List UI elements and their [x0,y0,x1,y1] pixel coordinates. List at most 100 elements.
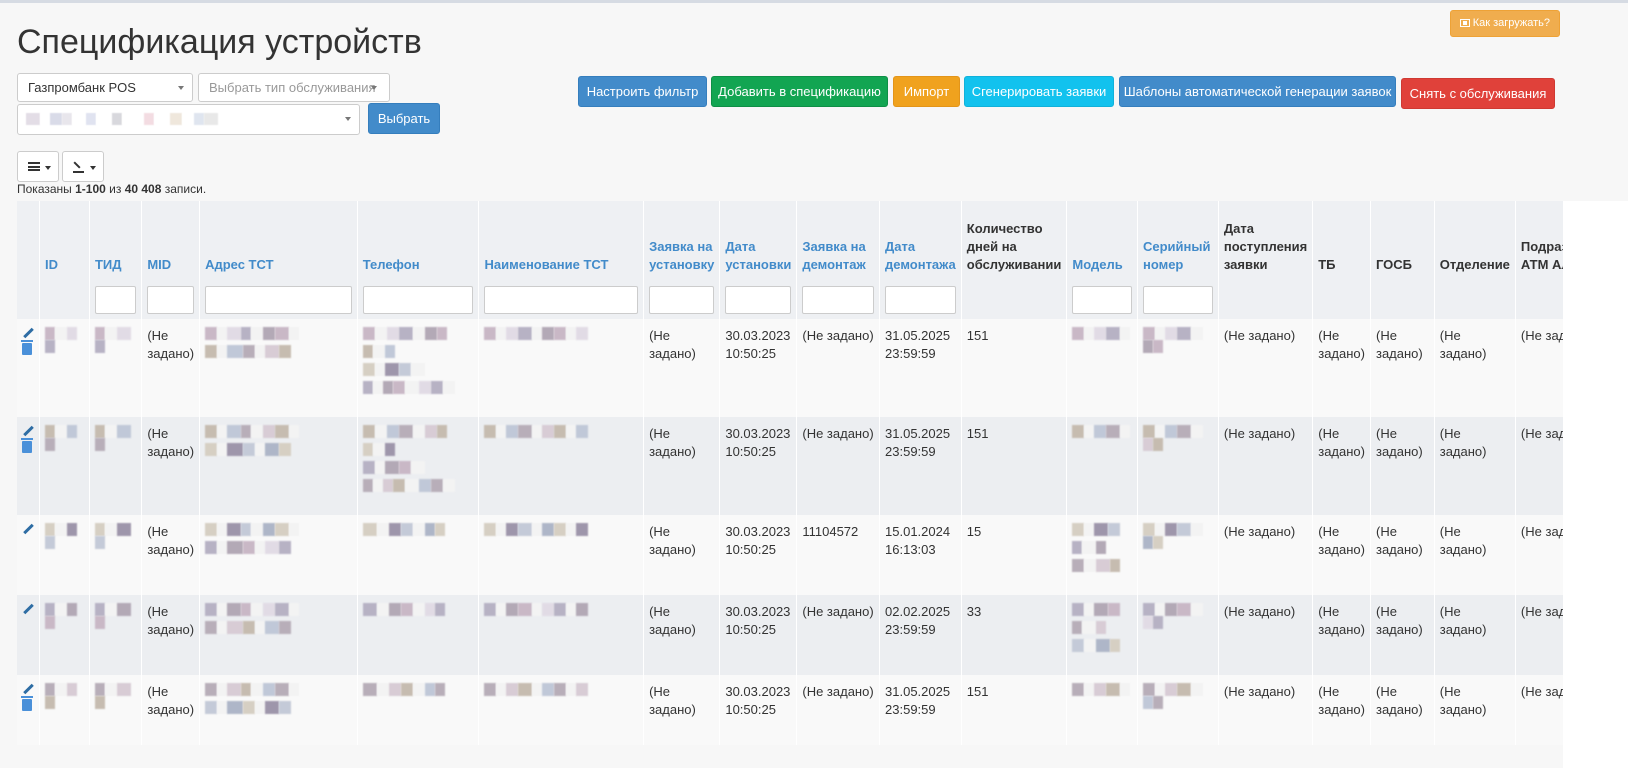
cell-tb: (Не задано) [1312,595,1371,675]
cell-dismantle-date: 31.05.2025 23:59:59 [879,319,962,417]
add-to-spec-button[interactable]: Добавить в спецификацию [711,76,888,107]
cell-id [39,417,90,515]
columns-menu-button[interactable] [17,151,59,182]
cell-days: 33 [961,595,1068,675]
pencil-icon[interactable] [22,425,34,437]
install-date-filter-input[interactable] [725,286,792,314]
cell-tb: (Не задано) [1312,319,1371,417]
cell-id [39,595,90,675]
trash-icon[interactable] [21,340,33,355]
auto-templates-button[interactable]: Шаблоны автоматической генерации заявок [1119,76,1396,107]
service-type-select[interactable]: Выбрать тип обслуживания [198,73,390,102]
cell-install-date: 30.03.2023 10:50:25 [719,319,798,417]
cell-address [199,417,358,515]
top-border [0,0,1628,3]
redacted-text [94,523,136,549]
summary-range: 1-100 [75,182,106,196]
header-address[interactable]: Адрес ТСТ [199,201,358,281]
cell-gosb: (Не задано) [1370,515,1435,595]
redacted-text [362,381,474,394]
redacted-text [362,523,474,536]
redacted-text [205,603,352,616]
redacted-text [362,363,474,376]
tid-filter-input[interactable] [94,286,137,314]
configure-filter-button[interactable]: Настроить фильтр [578,76,707,107]
redacted-text [94,425,136,451]
redacted-text [1072,603,1132,616]
export-icon [73,161,84,173]
records-summary: Показаны 1-100 из 40 408 записи. [17,182,206,196]
header-phone[interactable]: Телефон [357,201,480,281]
table-body: (Не задано) (Не задано) 30.03.2023 10:50:2… [17,319,1628,745]
pencil-icon[interactable] [22,327,34,339]
cell-tb: (Не задано) [1312,515,1371,595]
cell-phone [357,675,480,745]
cell-id [39,675,90,745]
cell-branch: (Не задано) [1434,515,1516,595]
cell-address [199,319,358,417]
pencil-icon[interactable] [22,603,34,615]
dismantle-date-filter-input[interactable] [885,286,956,314]
header-dismantle-request[interactable]: Заявка на демонтаж [796,201,881,281]
header-mid[interactable]: MID [141,201,201,281]
header-serial[interactable]: Серийный номер [1137,201,1219,281]
redacted-text [1142,327,1213,353]
cell-phone [357,417,480,515]
how-to-upload-button[interactable]: Как загружать? [1449,10,1560,37]
phone-filter-input[interactable] [362,286,474,314]
redacted-text [205,425,352,438]
serial-filter-input[interactable] [1142,286,1213,314]
row-actions [17,319,40,417]
row-actions [17,675,40,745]
pencil-icon[interactable] [22,523,34,535]
cell-serial [1137,595,1219,675]
cell-model [1066,675,1138,745]
cell-gosb: (Не задано) [1370,417,1435,515]
select-button[interactable]: Выбрать [368,103,440,134]
header-install-request[interactable]: Заявка на установку [643,201,721,281]
redacted-text [94,327,136,353]
header-request-date: Дата поступления заявки [1218,201,1314,281]
install-request-filter-input[interactable] [649,286,715,314]
cell-dismantle-request: (Не задано) [796,675,881,745]
cell-id [39,515,90,595]
cell-phone [357,515,480,595]
redacted-text [45,603,84,629]
header-id[interactable]: ID [39,201,90,281]
table-row: (Не задано) (Не задано) 30.03.2023 10:50:2… [17,595,1628,675]
header-name[interactable]: Наименование ТСТ [478,201,645,281]
export-menu-button[interactable] [62,151,104,182]
redacted-text [484,425,638,438]
trash-icon[interactable] [21,438,33,453]
cell-branch: (Не задано) [1434,417,1516,515]
mid-filter-input[interactable] [147,286,195,314]
dismantle-request-filter-input[interactable] [802,286,875,314]
redacted-value [26,113,218,125]
table-row: (Не задано) (Не задано) 30.03.2023 10:50:2… [17,515,1628,595]
table-row: (Не задано) (Не задано) 30.03.2023 10:50:2… [17,417,1628,515]
bank-select[interactable]: Газпромбанк POS [17,73,193,102]
row-actions [17,595,40,675]
chevron-down-icon [90,166,96,170]
bank-select-value: Газпромбанк POS [28,80,136,95]
header-install-date[interactable]: Дата установки [719,201,798,281]
address-filter-input[interactable] [205,286,352,314]
chevron-down-icon [178,86,184,90]
redacted-text [94,603,136,629]
remove-from-service-button[interactable]: Снять с обслуживания [1401,78,1555,109]
header-gosb: ГОСБ [1370,201,1435,281]
cell-tb: (Не задано) [1312,675,1371,745]
header-tid[interactable]: ТИД [89,201,143,281]
generate-requests-button[interactable]: Сгенерировать заявки [964,76,1114,107]
header-model[interactable]: Модель [1066,201,1138,281]
redacted-text [1072,621,1132,634]
trash-icon[interactable] [21,696,33,711]
model-filter-input[interactable] [1072,286,1132,314]
cell-days: 151 [961,319,1068,417]
header-dismantle-date[interactable]: Дата демонтажа [879,201,962,281]
pencil-icon[interactable] [22,683,34,695]
import-button[interactable]: Импорт [893,76,960,107]
terminal-select[interactable] [17,104,360,135]
name-filter-input[interactable] [484,286,639,314]
redacted-text [1142,523,1213,549]
